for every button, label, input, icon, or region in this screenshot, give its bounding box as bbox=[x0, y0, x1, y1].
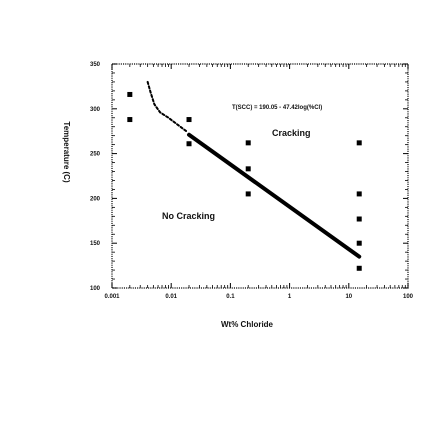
data-point bbox=[186, 141, 192, 147]
x-tick-label: 0.01 bbox=[165, 294, 177, 300]
x-tick-labels: 0.001 0.01 0.1 1 10 100 bbox=[104, 294, 413, 300]
data-point bbox=[356, 140, 362, 146]
data-point bbox=[127, 91, 133, 97]
y-tick-label: 350 bbox=[90, 62, 101, 68]
y-axis-label: Temperature (C) bbox=[62, 121, 71, 183]
y-tick-marks bbox=[112, 63, 408, 289]
y-tick-label: 100 bbox=[90, 286, 101, 292]
x-tick-label: 1 bbox=[288, 294, 292, 300]
dashed-curve bbox=[146, 80, 188, 133]
equation-label: T(SCC) = 190.05 - 47.42log(%Cl) bbox=[232, 105, 322, 111]
data-point bbox=[356, 191, 362, 197]
y-tick-label: 300 bbox=[90, 107, 101, 113]
x-axis-label: Wt% Chloride bbox=[221, 320, 274, 329]
points-layer bbox=[127, 91, 362, 271]
fit-line bbox=[187, 132, 362, 259]
y-tick-label: 150 bbox=[90, 241, 101, 247]
x-tick-label: 10 bbox=[345, 294, 352, 300]
data-point bbox=[245, 166, 251, 172]
x-tick-marks bbox=[111, 64, 409, 288]
y-tick-label: 200 bbox=[90, 196, 101, 202]
series-layer bbox=[127, 80, 362, 271]
data-point bbox=[186, 117, 192, 123]
data-point bbox=[356, 265, 362, 271]
plot-frame bbox=[111, 63, 409, 289]
region-label-no-cracking: No Cracking bbox=[162, 211, 215, 221]
x-tick-label: 100 bbox=[403, 294, 414, 300]
data-point bbox=[245, 140, 251, 146]
data-point bbox=[127, 117, 133, 123]
data-point bbox=[245, 191, 251, 197]
y-tick-labels: 100 150 200 250 300 350 bbox=[90, 62, 101, 292]
x-tick-label: 0.1 bbox=[226, 294, 235, 300]
y-tick-label: 250 bbox=[90, 152, 101, 158]
x-tick-label: 0.001 bbox=[104, 294, 120, 300]
region-label-cracking: Cracking bbox=[272, 128, 311, 138]
data-point bbox=[356, 240, 362, 246]
data-point bbox=[356, 216, 362, 222]
